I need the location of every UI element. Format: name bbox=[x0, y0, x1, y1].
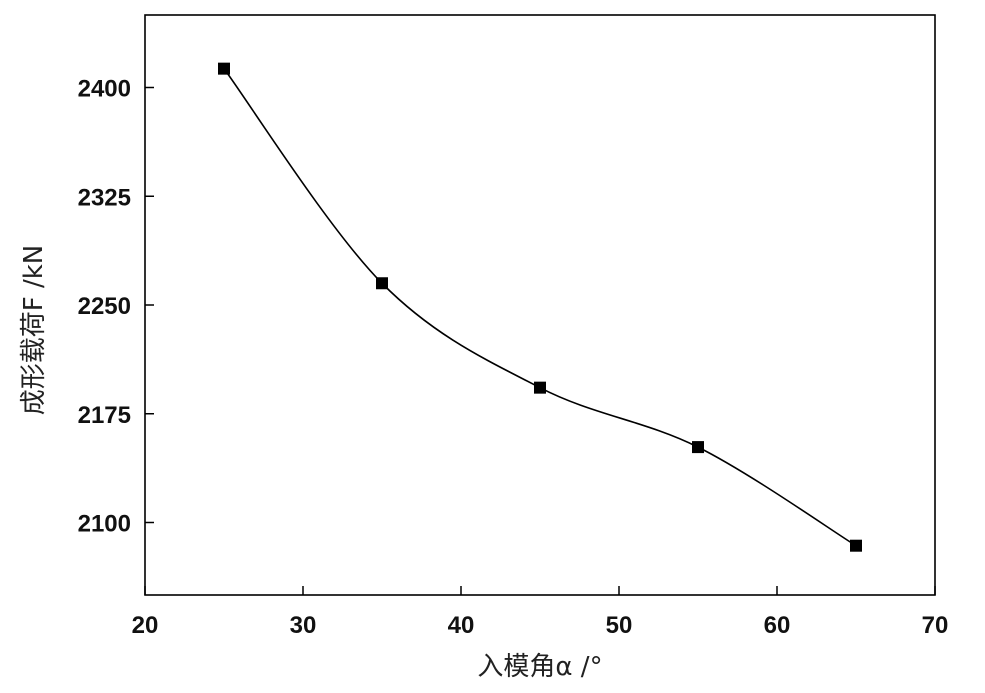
y-axis-ticks: 2100 2175 2250 2325 2400 bbox=[78, 76, 154, 538]
data-points bbox=[218, 62, 862, 552]
y-tick-label: 2325 bbox=[78, 184, 131, 211]
data-point bbox=[534, 381, 546, 394]
y-tick-label: 2250 bbox=[78, 293, 131, 320]
x-tick-label: 70 bbox=[922, 612, 949, 639]
x-tick-label: 60 bbox=[764, 612, 791, 639]
fit-curve bbox=[223, 68, 857, 547]
y-tick-label: 2100 bbox=[78, 511, 131, 538]
x-tick-label: 20 bbox=[132, 612, 159, 639]
data-point bbox=[692, 441, 704, 454]
x-axis-ticks: 20 30 40 50 60 70 bbox=[132, 586, 949, 639]
x-tick-label: 50 bbox=[606, 612, 633, 639]
data-point bbox=[376, 277, 388, 290]
x-axis-title: 入模角α /° bbox=[477, 652, 602, 682]
y-tick-label: 2175 bbox=[78, 402, 131, 429]
data-point bbox=[850, 539, 862, 552]
plot-frame bbox=[144, 14, 936, 596]
x-tick-label: 40 bbox=[448, 612, 475, 639]
y-tick-label: 2400 bbox=[78, 76, 131, 103]
data-point bbox=[218, 62, 230, 75]
y-axis-title: 成形载荷F /kN bbox=[19, 245, 49, 416]
x-tick-label: 30 bbox=[290, 612, 317, 639]
